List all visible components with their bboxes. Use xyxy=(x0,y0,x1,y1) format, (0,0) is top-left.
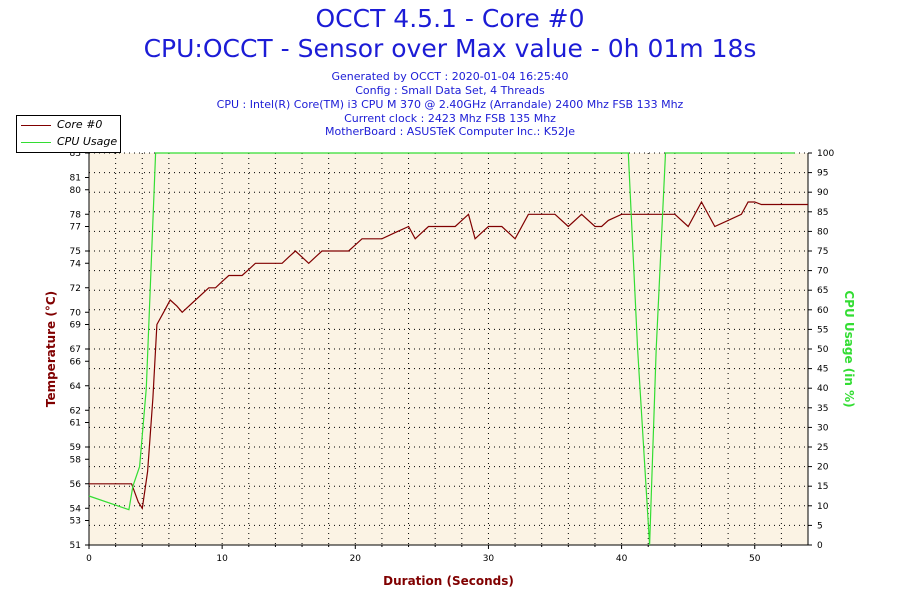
chart-subtitle: CPU:OCCT - Sensor over Max value - 0h 01… xyxy=(143,34,757,63)
chart-title: OCCT 4.5.1 - Core #0 xyxy=(315,4,585,33)
y-tick-label: 54 xyxy=(70,504,82,514)
x-tick-label: 30 xyxy=(483,554,495,564)
generated-info: Generated by OCCT : 2020-01-04 16:25:40 xyxy=(331,70,569,83)
y2-tick-label: 75 xyxy=(817,247,828,257)
y-tick-label: 62 xyxy=(70,406,81,416)
y2-tick-label: 30 xyxy=(817,423,829,433)
y-tick-label: 58 xyxy=(70,455,82,465)
y-tick-label: 56 xyxy=(70,480,82,490)
y-tick-label: 51 xyxy=(70,541,81,551)
y2-tick-label: 5 xyxy=(817,521,823,531)
y-tick-label: 81 xyxy=(70,174,81,184)
y2-tick-label: 40 xyxy=(817,384,829,394)
y2-tick-label: 70 xyxy=(817,267,829,277)
y2-tick-label: 0 xyxy=(817,541,823,551)
y-tick-label: 75 xyxy=(70,247,81,257)
legend-label-cpu-usage: CPU Usage xyxy=(57,135,118,148)
motherboard-info: MotherBoard : ASUSTeK Computer Inc.: K52… xyxy=(324,125,576,138)
y2-tick-label: 80 xyxy=(817,227,829,237)
cpu-info: CPU : Intel(R) Core(TM) i3 CPU M 370 @ 2… xyxy=(216,98,684,111)
y2-tick-label: 15 xyxy=(817,482,828,492)
legend-item-core0: Core #0 xyxy=(17,117,120,133)
y2-tick-label: 25 xyxy=(817,443,828,453)
y2-tick-label: 55 xyxy=(817,325,828,335)
y2-tick-label: 90 xyxy=(817,188,829,198)
y-axis-title: Temperature (°C) xyxy=(44,291,58,407)
y2-tick-label: 45 xyxy=(817,365,828,375)
y-tick-label: 78 xyxy=(70,210,82,220)
x-tick-label: 40 xyxy=(616,554,628,564)
y-tick-label: 59 xyxy=(70,443,82,453)
y-tick-label: 83 xyxy=(70,149,81,159)
y-tick-label: 72 xyxy=(70,284,81,294)
chart-legend: Core #0 CPU Usage xyxy=(16,115,121,153)
legend-item-cpu-usage: CPU Usage xyxy=(17,134,120,150)
y-tick-label: 77 xyxy=(70,223,81,233)
y2-tick-label: 85 xyxy=(817,208,828,218)
y2-tick-label: 35 xyxy=(817,404,828,414)
legend-swatch-core0 xyxy=(21,125,51,126)
y2-axis-title: CPU Usage (in %) xyxy=(842,290,856,407)
y-tick-label: 69 xyxy=(70,321,82,331)
y2-tick-label: 95 xyxy=(817,169,828,179)
series-line-core0 xyxy=(89,200,808,510)
x-tick-label: 0 xyxy=(86,554,92,564)
y2-tick-label: 65 xyxy=(817,286,828,296)
y2-tick-label: 10 xyxy=(817,502,829,512)
y-tick-label: 67 xyxy=(70,345,81,355)
x-tick-label: 10 xyxy=(216,554,228,564)
plot-area xyxy=(89,153,808,545)
y-tick-label: 80 xyxy=(70,186,82,196)
x-axis-title: Duration (Seconds) xyxy=(383,574,514,588)
y-tick-label: 61 xyxy=(70,419,81,429)
y-tick-label: 66 xyxy=(70,357,82,367)
series-line-cpu-usage xyxy=(88,152,795,546)
y-tick-label: 74 xyxy=(70,259,82,269)
y2-tick-label: 50 xyxy=(817,345,829,355)
config-info: Config : Small Data Set, 4 Threads xyxy=(355,84,545,97)
y2-tick-label: 100 xyxy=(817,149,834,159)
y2-tick-label: 20 xyxy=(817,463,829,473)
y-tick-label: 53 xyxy=(70,517,81,527)
y2-tick-label: 60 xyxy=(817,306,829,316)
clock-info: Current clock : 2423 Mhz FSB 135 Mhz xyxy=(344,112,556,125)
y-tick-label: 70 xyxy=(70,308,82,318)
legend-swatch-cpu-usage xyxy=(21,142,51,143)
y-tick-label: 64 xyxy=(70,382,82,392)
x-tick-label: 50 xyxy=(749,554,761,564)
legend-label-core0: Core #0 xyxy=(57,118,103,131)
x-tick-label: 20 xyxy=(350,554,362,564)
